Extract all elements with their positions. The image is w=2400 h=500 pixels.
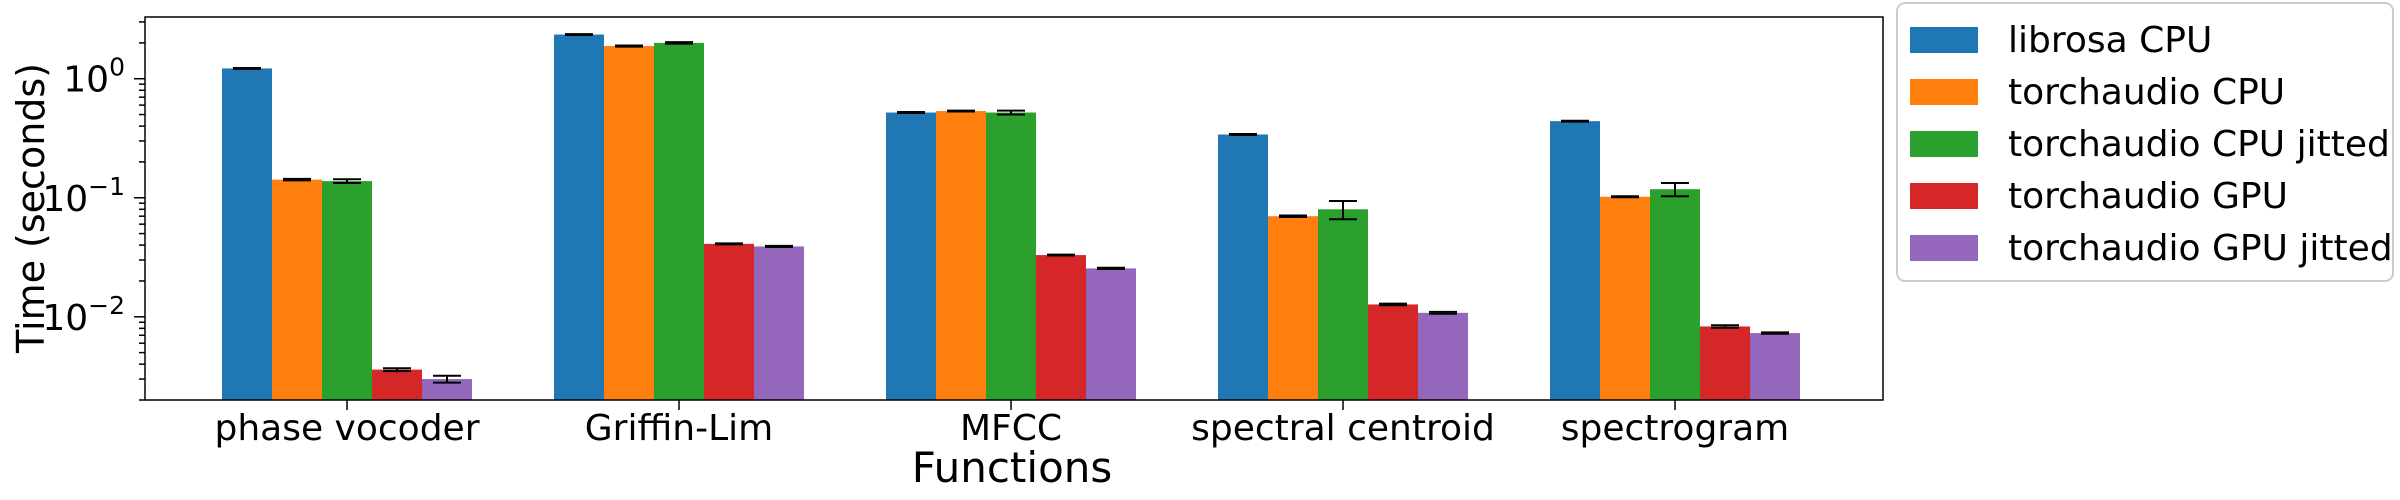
error-bar-5-5 bbox=[1761, 331, 1789, 335]
legend-label: torchaudio CPU bbox=[2008, 72, 2285, 113]
bar-3-2 bbox=[654, 42, 704, 400]
bar-5-3 bbox=[1086, 268, 1136, 400]
bar-2-4 bbox=[1268, 216, 1318, 400]
legend-item-5: torchaudio GPU jitted bbox=[1910, 228, 2393, 269]
error-bar-5-2 bbox=[765, 244, 793, 248]
error-bar-5-4 bbox=[1429, 310, 1457, 315]
error-bar-2-5 bbox=[1611, 195, 1639, 199]
error-bar-5-3 bbox=[1097, 266, 1125, 271]
bar-2-3 bbox=[936, 111, 986, 400]
y-tick-label-3: 10−2 bbox=[42, 291, 125, 339]
legend-swatch bbox=[1910, 27, 1978, 53]
y-tick-exponent: 0 bbox=[109, 53, 125, 82]
error-bar-4-3 bbox=[1047, 253, 1075, 257]
plot-frame bbox=[144, 16, 1884, 401]
error-bar-4-1 bbox=[383, 367, 411, 373]
x-tick-label-5: spectrogram bbox=[1561, 408, 1789, 449]
x-axis-title: Functions bbox=[912, 443, 1113, 492]
legend-item-3: torchaudio CPU jitted bbox=[1910, 124, 2390, 165]
error-bar-3-4 bbox=[1329, 199, 1357, 221]
error-bar-2-4 bbox=[1279, 214, 1307, 218]
bar-1-2 bbox=[554, 34, 604, 401]
bar-5-1 bbox=[422, 379, 472, 400]
bar-4-5 bbox=[1700, 326, 1750, 400]
x-tick-label-3: MFCC bbox=[960, 408, 1062, 449]
error-bar-1-1 bbox=[233, 67, 261, 70]
error-bar-4-2 bbox=[715, 242, 743, 246]
x-tick-label-1: phase vocoder bbox=[214, 408, 479, 449]
legend-label: torchaudio GPU jitted bbox=[2008, 228, 2393, 269]
legend-label: torchaudio CPU jitted bbox=[2008, 124, 2390, 165]
legend-label: torchaudio GPU bbox=[2008, 176, 2288, 217]
bar-4-2 bbox=[704, 243, 754, 400]
legend-item-2: torchaudio CPU bbox=[1910, 72, 2285, 113]
bar-3-3 bbox=[986, 112, 1036, 400]
bar-2-5 bbox=[1600, 196, 1650, 400]
error-bar-3-1 bbox=[333, 178, 361, 185]
error-bar-4-4 bbox=[1379, 302, 1407, 307]
bar-1-1 bbox=[222, 68, 272, 400]
bar-4-1 bbox=[372, 369, 422, 400]
errorbars-layer bbox=[233, 33, 1789, 384]
bar-1-4 bbox=[1218, 134, 1268, 401]
bar-3-5 bbox=[1650, 189, 1700, 400]
bar-5-2 bbox=[754, 246, 804, 400]
legend-item-1: librosa CPU bbox=[1910, 20, 2212, 61]
bar-5-5 bbox=[1750, 333, 1800, 400]
error-bar-3-5 bbox=[1661, 182, 1689, 198]
bar-1-3 bbox=[886, 112, 936, 400]
bar-2-2 bbox=[604, 46, 654, 401]
legend: librosa CPU torchaudio CPU torchaudio CPU … bbox=[1896, 2, 2394, 282]
legend-swatch bbox=[1910, 183, 1978, 209]
bar-3-1 bbox=[322, 181, 372, 400]
error-bar-2-1 bbox=[283, 177, 311, 182]
bar-3-4 bbox=[1318, 209, 1368, 400]
error-bar-5-1 bbox=[433, 374, 461, 384]
legend-swatch bbox=[1910, 235, 1978, 261]
bar-5-4 bbox=[1418, 312, 1468, 400]
y-tick-exponent: −1 bbox=[88, 172, 125, 201]
y-axis-title: Time (seconds) bbox=[9, 63, 53, 354]
error-bar-2-2 bbox=[615, 44, 643, 48]
x-tick-label-2: Griffin-Lim bbox=[585, 408, 773, 449]
error-bar-3-3 bbox=[997, 109, 1025, 116]
bars-layer bbox=[222, 34, 1800, 401]
y-tick-base: 10 bbox=[42, 298, 88, 339]
legend-frame bbox=[1896, 2, 2394, 282]
bar-4-3 bbox=[1036, 255, 1086, 400]
error-bar-1-5 bbox=[1561, 119, 1589, 123]
bar-2-1 bbox=[272, 179, 322, 400]
bar-1-5 bbox=[1550, 121, 1600, 400]
x-axis: phase vocoder Griffin-Lim MFCC spectral cen… bbox=[214, 400, 1789, 449]
error-bar-1-2 bbox=[565, 33, 593, 36]
legend-item-4: torchaudio GPU bbox=[1910, 176, 2288, 217]
error-bar-1-4 bbox=[1229, 133, 1257, 136]
y-tick-exponent: −2 bbox=[88, 291, 125, 320]
error-bar-4-5 bbox=[1711, 324, 1739, 329]
x-tick-label-4: spectral centroid bbox=[1191, 408, 1495, 449]
error-bar-2-3 bbox=[947, 109, 975, 113]
bar-4-4 bbox=[1368, 304, 1418, 400]
legend-swatch bbox=[1910, 79, 1978, 105]
y-tick-label-1: 100 bbox=[63, 53, 125, 101]
error-bar-3-2 bbox=[665, 41, 693, 45]
y-tick-base: 10 bbox=[42, 179, 88, 220]
y-tick-label-2: 10−1 bbox=[42, 172, 125, 220]
error-bar-1-3 bbox=[897, 111, 925, 115]
legend-label: librosa CPU bbox=[2008, 20, 2212, 61]
y-tick-base: 10 bbox=[63, 60, 109, 101]
legend-swatch bbox=[1910, 131, 1978, 157]
